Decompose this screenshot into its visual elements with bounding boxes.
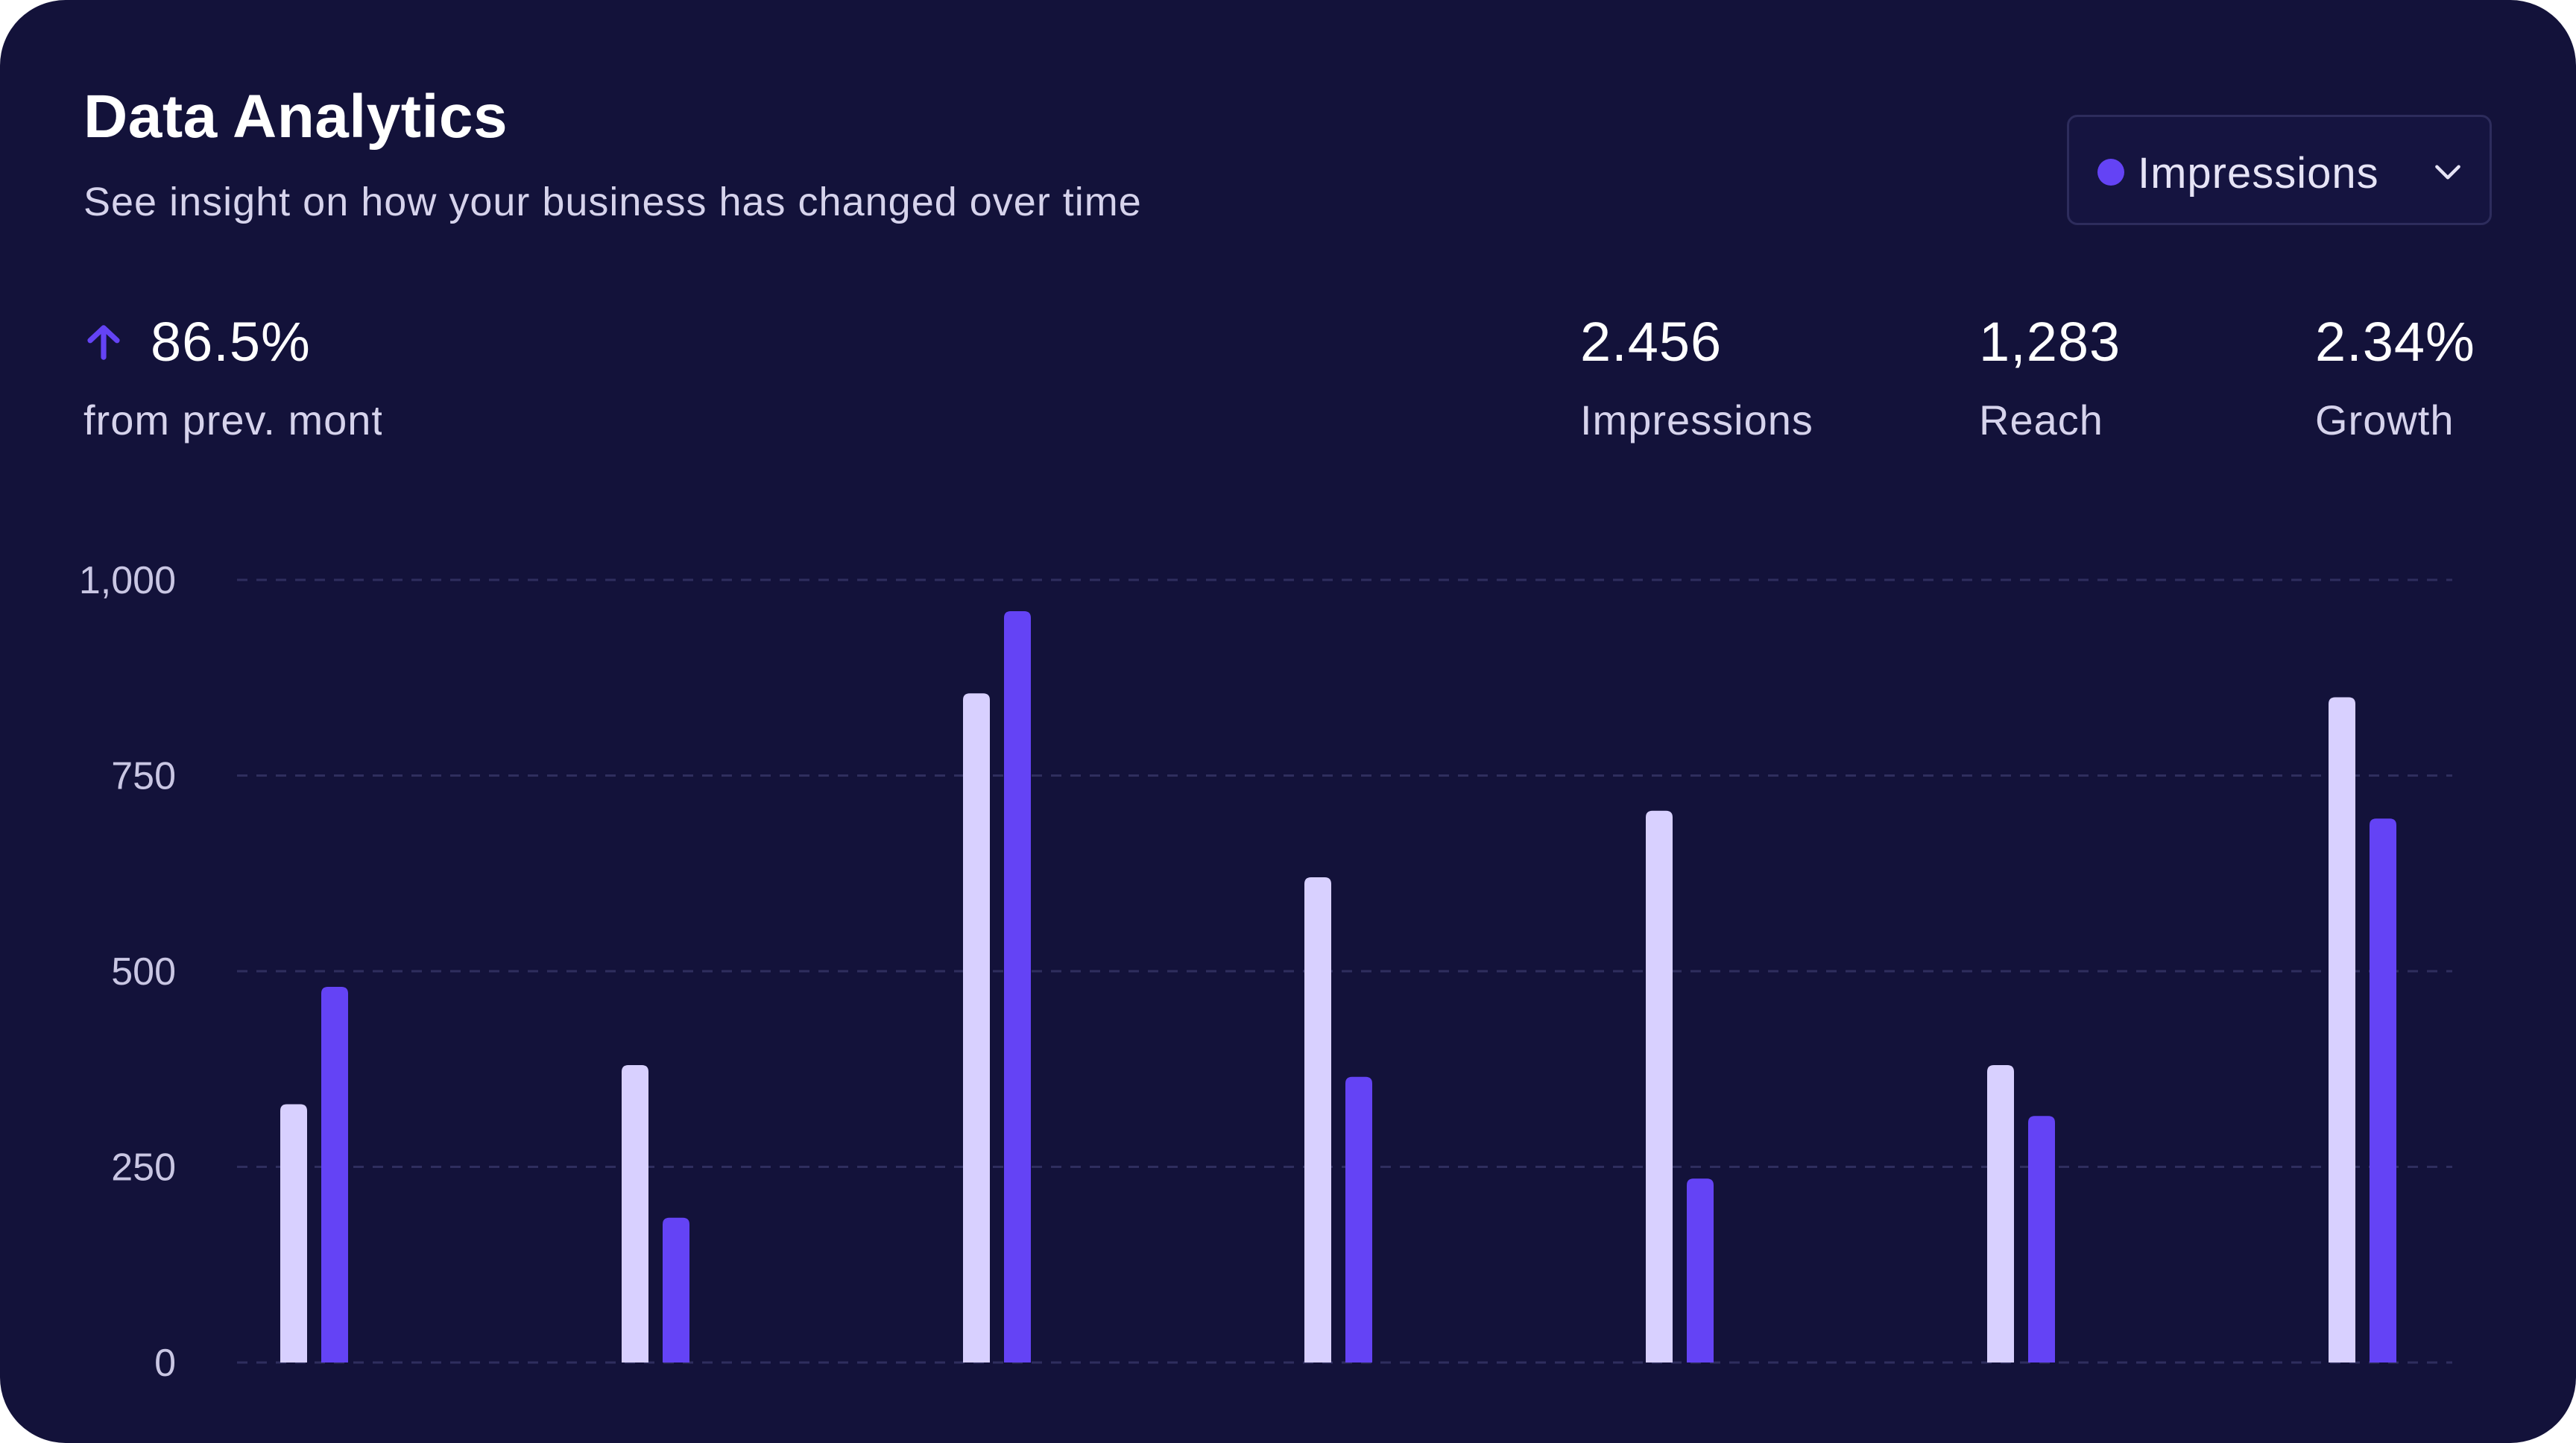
- page-subtitle: See insight on how your business has cha…: [83, 180, 1142, 224]
- y-tick-label: 500: [111, 950, 176, 994]
- bar-previous[interactable]: [1987, 1065, 2014, 1363]
- stat-reach: 1,283 Reach: [1979, 310, 2121, 444]
- bar-impressions[interactable]: [1345, 1076, 1372, 1363]
- page-title: Data Analytics: [83, 83, 508, 151]
- bar-previous[interactable]: [963, 693, 990, 1363]
- stat-growth-caption: Growth: [2315, 397, 2455, 443]
- stat-change-value: 86.5%: [151, 311, 311, 373]
- stat-impressions-caption: Impressions: [1580, 397, 1813, 443]
- series-color-dot: [2097, 159, 2124, 186]
- metric-dropdown-label: Impressions: [2138, 149, 2379, 198]
- stat-change-caption: from prev. month: [83, 397, 382, 443]
- stat-impressions-value: 2.456: [1580, 311, 1723, 373]
- bar-previous[interactable]: [2329, 697, 2355, 1363]
- y-tick-label: 250: [111, 1146, 176, 1190]
- bar-impressions[interactable]: [2028, 1116, 2055, 1363]
- bar-impressions[interactable]: [2370, 818, 2396, 1363]
- bar-impressions[interactable]: [1687, 1178, 1714, 1363]
- y-tick-label: 750: [111, 755, 176, 798]
- stat-growth: 2.34% Growth: [2315, 310, 2475, 444]
- bar-impressions[interactable]: [663, 1217, 689, 1363]
- bar-previous[interactable]: [280, 1104, 307, 1363]
- chevron-down-icon: [2435, 165, 2460, 180]
- y-tick-label: 0: [154, 1342, 176, 1385]
- stat-change: 86.5% from prev. month: [83, 310, 382, 444]
- metric-dropdown[interactable]: Impressions: [2067, 115, 2492, 225]
- stat-reach-value: 1,283: [1979, 311, 2121, 373]
- y-tick-label: 1,000: [79, 559, 176, 602]
- bar-previous[interactable]: [1304, 877, 1331, 1363]
- bar-impressions[interactable]: [1004, 611, 1031, 1363]
- bar-previous[interactable]: [1646, 810, 1673, 1363]
- arrow-up-icon: [87, 324, 120, 360]
- bar-previous[interactable]: [622, 1065, 648, 1363]
- bar-impressions[interactable]: [321, 987, 348, 1363]
- stat-growth-value: 2.34%: [2315, 311, 2475, 373]
- stat-reach-caption: Reach: [1979, 397, 2103, 443]
- stat-impressions: 2.456 Impressions: [1580, 310, 1813, 444]
